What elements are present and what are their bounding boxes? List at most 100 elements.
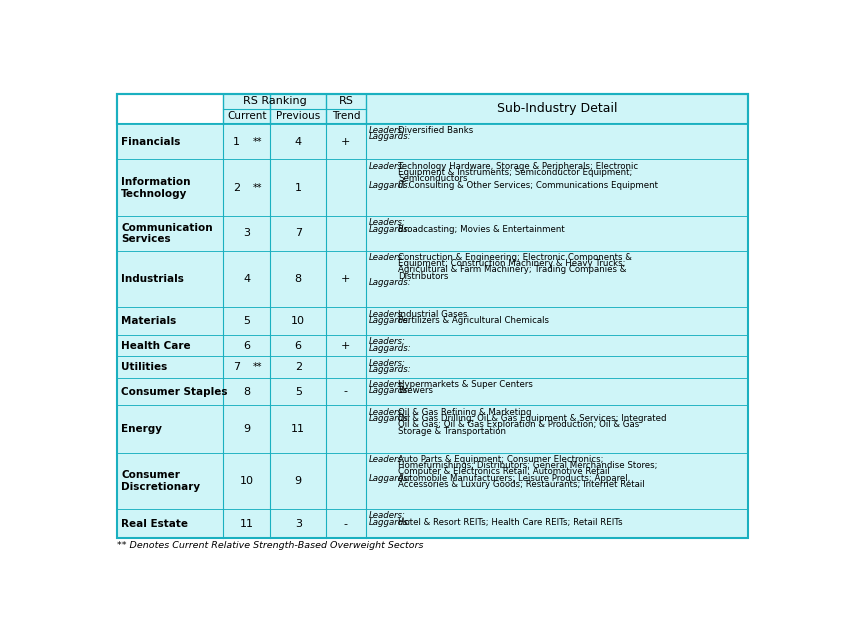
Text: Agricultural & Farm Machinery; Trading Companies &: Agricultural & Farm Machinery; Trading C…: [398, 265, 626, 275]
Text: +: +: [341, 274, 350, 284]
Text: Oil & Gas; Oil & Gas Exploration & Production; Oil & Gas: Oil & Gas; Oil & Gas Exploration & Produ…: [398, 420, 640, 429]
Bar: [117, 406, 748, 452]
Text: Technology Hardware, Storage & Peripherals; Electronic: Technology Hardware, Storage & Periphera…: [398, 162, 638, 170]
Bar: [117, 216, 748, 251]
Text: Leaders:: Leaders:: [369, 338, 406, 346]
Text: Leaders:: Leaders:: [369, 310, 406, 319]
Text: Utilities: Utilities: [122, 362, 167, 372]
Bar: [223, 94, 748, 124]
Text: Leaders:: Leaders:: [369, 407, 406, 417]
Text: Leaders:: Leaders:: [369, 455, 406, 464]
Text: Energy: Energy: [122, 424, 162, 434]
Text: Leaders:: Leaders:: [369, 380, 406, 389]
Text: Financials: Financials: [122, 137, 181, 147]
Text: 4: 4: [243, 274, 251, 284]
Text: Laggards:: Laggards:: [369, 225, 411, 233]
Bar: [117, 94, 748, 124]
Text: Consumer
Discretionary: Consumer Discretionary: [122, 470, 200, 492]
Text: RS Ranking: RS Ranking: [243, 96, 306, 106]
Text: Previous: Previous: [276, 111, 321, 121]
Text: Diversified Banks: Diversified Banks: [398, 126, 473, 135]
Bar: [117, 356, 748, 378]
Text: 9: 9: [295, 476, 302, 486]
Text: Laggards:: Laggards:: [369, 386, 411, 395]
Text: Leaders:: Leaders:: [369, 162, 406, 170]
Text: 2: 2: [233, 183, 240, 193]
Text: Real Estate: Real Estate: [122, 519, 188, 529]
Text: Oil & Gas Refining & Marketing: Oil & Gas Refining & Marketing: [398, 407, 532, 417]
Text: Trend: Trend: [332, 111, 360, 121]
Bar: [117, 308, 748, 335]
Text: Automobile Manufacturers; Leisure Products; Apparel,: Automobile Manufacturers; Leisure Produc…: [398, 474, 630, 482]
Text: Homefurnishings; Distributors; General Merchandise Stores;: Homefurnishings; Distributors; General M…: [398, 461, 657, 470]
Bar: [117, 335, 748, 356]
Text: IT Consulting & Other Services; Communications Equipment: IT Consulting & Other Services; Communic…: [398, 180, 658, 190]
Text: Leaders:: Leaders:: [369, 511, 406, 520]
Text: 7: 7: [233, 362, 240, 372]
Text: Leaders:: Leaders:: [369, 218, 406, 227]
Text: 3: 3: [295, 519, 302, 529]
Text: Equipment; Construction Machinery & Heavy Trucks;: Equipment; Construction Machinery & Heav…: [398, 259, 625, 268]
Text: Laggards:: Laggards:: [369, 414, 411, 423]
Text: Hotel & Resort REITs; Health Care REITs; Retail REITs: Hotel & Resort REITs; Health Care REITs;…: [398, 518, 623, 527]
Text: 11: 11: [240, 519, 254, 529]
Text: Oil & Gas Drilling; Oil & Gas Equipment & Services; Integrated: Oil & Gas Drilling; Oil & Gas Equipment …: [398, 414, 667, 423]
Text: **: **: [252, 362, 262, 372]
Text: 7: 7: [295, 228, 302, 238]
Text: Laggards:: Laggards:: [369, 518, 411, 527]
Text: 5: 5: [295, 386, 302, 396]
Text: 11: 11: [291, 424, 306, 434]
Bar: [117, 251, 748, 308]
Text: 1: 1: [233, 137, 240, 147]
Bar: [117, 160, 748, 216]
Text: 5: 5: [243, 316, 251, 326]
Text: Distributors: Distributors: [398, 272, 449, 281]
Text: Communication
Services: Communication Services: [122, 223, 213, 244]
Text: Semiconductors: Semiconductors: [398, 174, 468, 183]
Text: Leaders:: Leaders:: [369, 126, 406, 135]
Text: 6: 6: [243, 341, 251, 351]
Text: Materials: Materials: [122, 316, 176, 326]
Text: 10: 10: [240, 476, 254, 486]
Text: 8: 8: [295, 274, 302, 284]
Text: -: -: [344, 386, 348, 396]
Text: Brewers: Brewers: [398, 386, 433, 395]
Text: Laggards:: Laggards:: [369, 180, 411, 190]
Text: 9: 9: [243, 424, 251, 434]
Text: Laggards:: Laggards:: [369, 132, 411, 141]
Text: 3: 3: [243, 228, 251, 238]
Text: RS: RS: [338, 96, 354, 106]
Text: **: **: [252, 183, 262, 193]
Text: Auto Parts & Equipment; Consumer Electronics;: Auto Parts & Equipment; Consumer Electro…: [398, 455, 603, 464]
Text: Information
Technology: Information Technology: [122, 177, 191, 198]
Text: Fertilizers & Agricultural Chemicals: Fertilizers & Agricultural Chemicals: [398, 316, 549, 325]
Bar: [117, 378, 748, 406]
Text: 4: 4: [295, 137, 302, 147]
Text: Leaders:: Leaders:: [369, 253, 406, 262]
Text: 6: 6: [295, 341, 302, 351]
Text: Equipment & Instruments; Semiconductor Equipment;: Equipment & Instruments; Semiconductor E…: [398, 168, 633, 177]
Text: Storage & Transportation: Storage & Transportation: [398, 427, 506, 436]
Text: 1: 1: [295, 183, 302, 193]
Text: Consumer Staples: Consumer Staples: [122, 386, 228, 396]
Text: **: **: [252, 137, 262, 147]
Text: Current: Current: [227, 111, 267, 121]
Text: Leaders:: Leaders:: [369, 359, 406, 368]
Text: Laggards:: Laggards:: [369, 344, 411, 353]
Text: Hypermarkets & Super Centers: Hypermarkets & Super Centers: [398, 380, 533, 389]
Text: Health Care: Health Care: [122, 341, 191, 351]
Text: Accessories & Luxury Goods; Restaurants; Internet Retail: Accessories & Luxury Goods; Restaurants;…: [398, 480, 645, 489]
Text: Laggards:: Laggards:: [369, 474, 411, 482]
Bar: [117, 452, 748, 509]
Text: Laggards:: Laggards:: [369, 278, 411, 287]
Bar: [117, 94, 748, 124]
Text: Industrials: Industrials: [122, 274, 184, 284]
Text: ** Denotes Current Relative Strength-Based Overweight Sectors: ** Denotes Current Relative Strength-Bas…: [117, 541, 424, 550]
Text: Industrial Gases: Industrial Gases: [398, 310, 468, 319]
Bar: [117, 124, 748, 160]
Text: Broadcasting; Movies & Entertainment: Broadcasting; Movies & Entertainment: [398, 225, 565, 233]
Text: +: +: [341, 137, 350, 147]
Text: Construction & Engineering; Electronic Components &: Construction & Engineering; Electronic C…: [398, 253, 632, 262]
Text: Computer & Electronics Retail; Automotive Retail: Computer & Electronics Retail; Automotiv…: [398, 467, 610, 476]
Text: -: -: [344, 519, 348, 529]
